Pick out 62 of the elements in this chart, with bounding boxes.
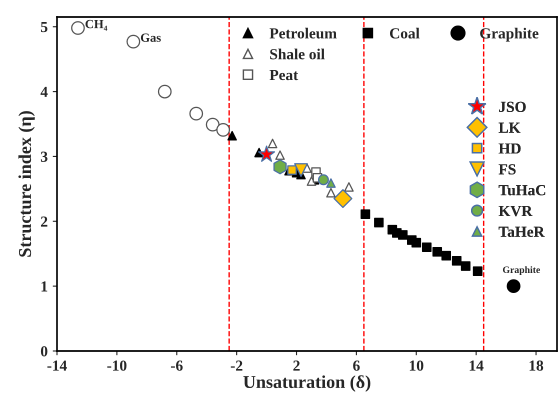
point (472, 266, 482, 276)
y-tick-label: 4 (40, 86, 48, 97)
point (318, 174, 329, 186)
point (422, 242, 432, 252)
point (326, 188, 336, 198)
x-tick-label: -2 (230, 360, 242, 371)
point (216, 122, 230, 137)
point (506, 279, 520, 294)
point (158, 84, 172, 98)
point (206, 118, 220, 132)
point (333, 189, 352, 208)
point (411, 238, 422, 248)
point (432, 246, 442, 257)
x-tick-label: 2 (293, 360, 300, 371)
annotation: Graphite (502, 266, 540, 276)
legend-label: HD (498, 144, 521, 154)
x-tick-label: 10 (410, 360, 424, 371)
x-tick-label: -10 (107, 360, 126, 371)
point (287, 165, 297, 175)
y-tick-label: 3 (40, 152, 48, 162)
y-tick-label: 0 (40, 346, 48, 356)
legend-label: KVR (498, 206, 533, 216)
point (374, 218, 384, 228)
point (268, 138, 278, 148)
point (460, 261, 470, 271)
legend-label: TuHaC (498, 185, 546, 196)
x-tick-label: 6 (353, 360, 360, 371)
legend-label: Coal (390, 28, 420, 39)
point (306, 176, 316, 186)
point (441, 250, 452, 260)
point (360, 209, 370, 219)
point (294, 163, 308, 177)
point (326, 178, 336, 188)
legend-label: LK (498, 122, 520, 133)
point (71, 21, 85, 35)
legend-label: Peat (270, 70, 298, 80)
point (452, 256, 462, 266)
y-tick-label: 2 (40, 216, 48, 227)
annotation: CH₄ (86, 20, 108, 31)
point (275, 150, 285, 160)
legend-label: FS (498, 164, 516, 174)
annotation: Gas (140, 33, 161, 42)
x-tick-label: -6 (170, 360, 183, 371)
point (344, 182, 354, 192)
legend-label: Graphite (480, 28, 538, 42)
x-tick-label: 14 (470, 360, 484, 371)
x-tick-label: -14 (47, 360, 67, 371)
legend-label: JSO (499, 102, 526, 112)
point (398, 230, 408, 240)
point (273, 159, 287, 174)
x-axis-title: Unsaturation (δ) (243, 375, 370, 392)
legend-label: Petroleum (270, 28, 337, 39)
point (258, 146, 276, 162)
legend-label: Shale oil (270, 48, 325, 60)
y-axis-title: Structure index (η) (18, 111, 35, 257)
x-tick-label: 18 (530, 360, 544, 371)
point (189, 106, 204, 121)
point (227, 130, 237, 140)
legend-label: TaHeR (498, 226, 545, 237)
point (126, 34, 140, 49)
y-tick-label: 1 (42, 281, 48, 292)
y-tick-label: 5 (40, 22, 48, 32)
